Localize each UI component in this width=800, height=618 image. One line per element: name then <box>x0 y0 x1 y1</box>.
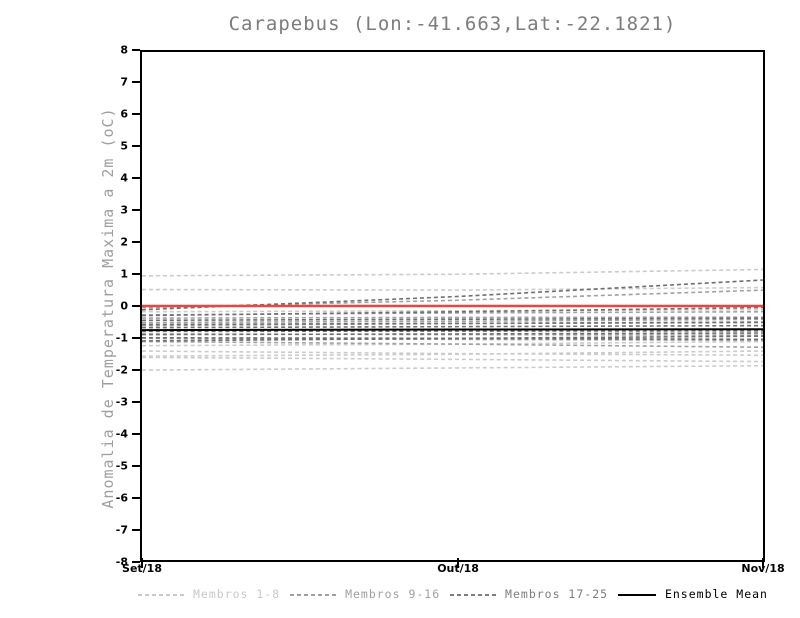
legend-dashed-line-sample <box>450 593 497 596</box>
legend-dashed-line-sample <box>138 593 184 596</box>
y-tick-mark <box>132 561 140 563</box>
legend-item-membros-9-16: Membros 9-16 <box>290 587 441 601</box>
ensemble-member-line <box>142 268 763 277</box>
ensemble-member-line <box>142 324 763 329</box>
y-tick-label: 7 <box>120 75 128 89</box>
x-tick-label: Set/18 <box>122 562 162 575</box>
plot-canvas <box>142 268 763 371</box>
y-tick-mark <box>132 177 140 179</box>
chart-title: Carapebus (Lon:-41.663,Lat:-22.1821) <box>228 13 677 35</box>
y-tick-mark <box>132 433 140 435</box>
ensemble-member-line <box>142 350 763 357</box>
legend-solid-line-sample <box>617 593 656 596</box>
y-tick-label: 3 <box>120 203 128 217</box>
legend-label: Membros 17-25 <box>505 587 609 601</box>
ensemble-member-line <box>142 350 763 357</box>
y-tick-label: -4 <box>115 427 128 441</box>
legend-item-membros-1-8: Membros 1-8 <box>138 587 281 601</box>
ensemble-member-line <box>142 330 763 333</box>
x-tick-label: Nov/18 <box>741 562 785 575</box>
y-tick-label: 1 <box>120 267 128 281</box>
ensemble-member-line <box>142 317 763 322</box>
y-tick-mark <box>132 497 140 499</box>
y-tick-label: -3 <box>115 395 128 409</box>
ensemble-member-line <box>142 332 763 336</box>
x-tick-label: Out/18 <box>437 562 479 575</box>
y-tick-label: 4 <box>120 171 128 185</box>
ensemble-member-line <box>142 356 763 363</box>
y-tick-mark <box>132 113 140 115</box>
y-tick-mark <box>132 241 140 243</box>
legend-item-membros-17-25: Membros 17-25 <box>450 587 609 601</box>
ensemble-member-line <box>142 286 763 291</box>
legend-dashed-line-sample <box>290 593 337 596</box>
ensemble-mean-line <box>142 328 763 332</box>
ensemble-member-line <box>142 316 763 319</box>
y-tick-mark <box>132 401 140 403</box>
legend-item-ensemble-mean: Ensemble Mean <box>617 587 768 601</box>
legend-label: Membros 1-8 <box>193 587 281 601</box>
ensemble-member-line <box>142 308 763 313</box>
y-tick-mark <box>132 209 140 211</box>
y-tick-label: -2 <box>115 363 128 377</box>
y-tick-label: 8 <box>120 43 128 57</box>
y-tick-label: 2 <box>120 235 128 249</box>
y-tick-label: 5 <box>120 139 128 153</box>
y-tick-label: -8 <box>115 555 128 569</box>
y-tick-mark <box>132 529 140 531</box>
ensemble-member-line <box>142 335 763 342</box>
y-tick-mark <box>132 145 140 147</box>
y-tick-label: 0 <box>120 299 128 313</box>
y-tick-mark <box>132 369 140 371</box>
y-tick-mark <box>132 305 140 307</box>
ensemble-member-line <box>142 321 763 326</box>
y-tick-label: -1 <box>115 331 128 345</box>
y-tick-mark <box>132 273 140 275</box>
legend: Membros 1-8 Membros 9-16 Membros 17-25 Ense… <box>138 587 768 601</box>
ensemble-member-line <box>142 306 763 317</box>
x-tick-mark <box>762 558 764 568</box>
x-tick-mark <box>141 558 143 568</box>
plot-area: 8 7 6 5 4 3 2 1 0 -1 -2 -3 -4 -5 -6 -7 -8 Set/18 Out/18 Nov… <box>116 45 785 575</box>
y-tick-label: -7 <box>115 523 128 537</box>
ensemble-member-line <box>142 318 763 324</box>
x-tick-mark <box>457 558 460 568</box>
y-tick-mark <box>132 81 140 83</box>
y-tick-mark <box>132 337 140 339</box>
y-tick-label: -6 <box>115 491 128 505</box>
legend-label: Membros 9-16 <box>345 587 441 601</box>
legend-label: Ensemble Mean <box>664 587 768 601</box>
ensemble-member-line <box>142 340 763 349</box>
y-tick-mark <box>132 49 140 51</box>
y-tick-label: -5 <box>115 459 128 473</box>
ensemble-member-line <box>142 364 763 371</box>
y-tick-label: 6 <box>120 107 128 121</box>
y-tick-mark <box>132 465 140 467</box>
